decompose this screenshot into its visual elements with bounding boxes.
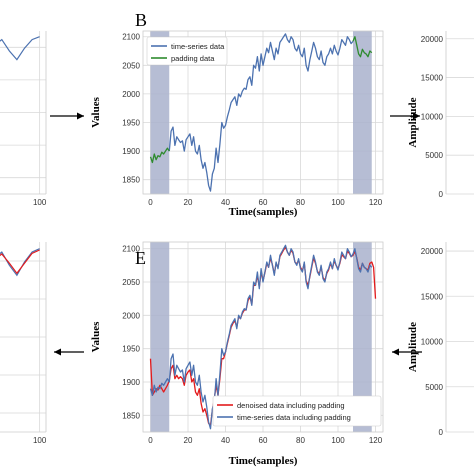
y-tick-label: 20000 <box>421 247 444 256</box>
series-line <box>352 36 373 58</box>
arrow-f-to-e-head <box>392 348 399 356</box>
x-tick-label: 40 <box>221 436 230 445</box>
y-axis-label: Values <box>90 96 102 127</box>
x-tick-label: 60 <box>259 436 268 445</box>
x-tick-label: 20 <box>184 436 193 445</box>
x-tick-label: 0 <box>148 198 153 207</box>
padding-region <box>150 242 170 432</box>
x-tick-label: 0 <box>148 436 153 445</box>
y-tick-label: 2050 <box>122 61 140 70</box>
padding-region <box>353 31 372 194</box>
x-axis-label: Time(samples) <box>229 455 298 467</box>
y-tick-label: 1850 <box>122 176 140 185</box>
y-axis-label: Amplitude <box>407 97 419 147</box>
y-tick-label: 15000 <box>421 74 444 83</box>
legend-label: time-series data <box>171 42 225 51</box>
y-tick-label: 5000 <box>425 383 443 392</box>
legend-box <box>212 395 382 427</box>
y-tick-label: 20000 <box>421 35 444 44</box>
y-tick-label: 0 <box>439 428 444 437</box>
axes-frame <box>142 241 384 433</box>
x-tick-label: 100 <box>33 198 47 207</box>
y-tick-label: 2100 <box>122 33 140 42</box>
series-line <box>168 33 354 192</box>
plot-area <box>446 242 474 432</box>
x-tick-label: 120 <box>369 436 383 445</box>
arrow-b-to-c-head <box>413 112 420 120</box>
y-tick-label: 1950 <box>122 119 140 128</box>
plot-area <box>446 31 474 194</box>
y-tick-label: 2000 <box>122 90 140 99</box>
y-tick-label: 5000 <box>425 151 443 160</box>
x-tick-label: 100 <box>33 436 47 445</box>
y-tick-label: 1950 <box>122 345 140 354</box>
panel-e-chart: 0 20 40 60 80 100 120 1850 1900 1950 2000 2050 2100 T… <box>90 241 384 467</box>
y-tick-label: 15000 <box>421 292 444 301</box>
x-tick-label: 20 <box>184 198 193 207</box>
panel-c-partial: 0 5000 10000 15000 20000 Amplitude <box>407 31 474 199</box>
legend-label: time-series data including padding <box>237 413 351 422</box>
series-line <box>0 36 40 61</box>
series-line <box>149 147 170 164</box>
y-tick-label: 2100 <box>122 245 140 254</box>
y-tick-label: 10000 <box>421 112 444 121</box>
x-tick-label: 100 <box>331 198 345 207</box>
legend-label: padding data <box>171 54 215 63</box>
x-tick-label: 100 <box>331 436 345 445</box>
panel-letter: E <box>135 248 146 268</box>
y-tick-label: 10000 <box>421 338 444 347</box>
x-axis-label: Time(samples) <box>229 206 298 218</box>
y-tick-label: 1900 <box>122 378 140 387</box>
y-axis-label: Amplitude <box>407 322 419 372</box>
y-tick-label: 2050 <box>122 278 140 287</box>
x-tick-label: 40 <box>221 198 230 207</box>
y-axis-label: Values <box>90 321 102 352</box>
axes-frame <box>142 30 384 195</box>
flow-arrows <box>50 112 422 356</box>
series-line <box>149 244 373 430</box>
series-line <box>0 249 40 275</box>
panel-letter: B <box>135 10 147 30</box>
y-tick-label: 1900 <box>122 147 140 156</box>
padding-region <box>353 242 372 432</box>
series-line <box>0 248 40 277</box>
panel-f-partial: 0 5000 10000 15000 20000 Amplitude <box>407 242 474 437</box>
panel-a-partial: 100 <box>0 31 47 207</box>
x-tick-label: 60 <box>259 198 268 207</box>
arrow-a-to-b-head <box>77 112 84 120</box>
y-tick-label: 2000 <box>122 311 140 320</box>
y-tick-label: 0 <box>439 190 444 199</box>
panel-b-chart: 0 20 40 60 80 100 120 1850 1900 1950 2000 2050 2100 T… <box>90 10 384 218</box>
x-tick-label: 80 <box>296 198 305 207</box>
y-tick-label: 1850 <box>122 411 140 420</box>
legend-label: denoised data including padding <box>237 401 345 410</box>
x-tick-label: 120 <box>369 198 383 207</box>
panel-d-partial: 100 <box>0 242 47 445</box>
x-tick-label: 80 <box>296 436 305 445</box>
arrow-e-to-d-head <box>54 348 61 356</box>
